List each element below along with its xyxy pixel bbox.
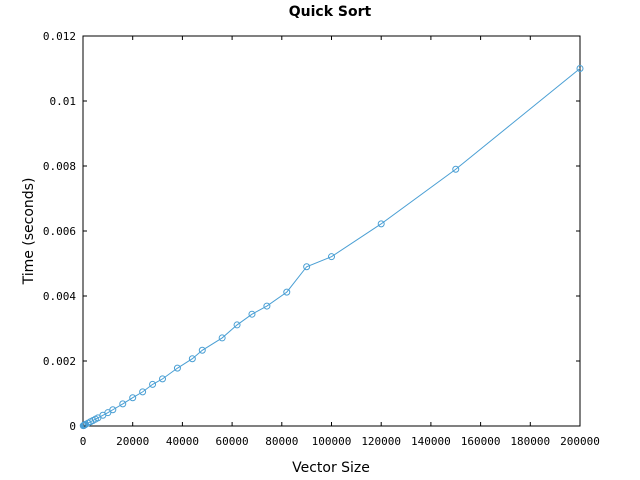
x-tick-label: 120000 (361, 435, 401, 448)
series-line (83, 68, 581, 427)
y-tick-label: 0.006 (43, 225, 76, 238)
x-axis-label: Vector Size (292, 460, 370, 476)
plot-frame (82, 35, 581, 427)
data-point (263, 302, 271, 310)
x-tick-label: 60000 (216, 435, 249, 448)
x-tick-label: 0 (80, 435, 87, 448)
x-tick-label: 80000 (265, 435, 298, 448)
y-axis-label: Time (seconds) (21, 178, 37, 286)
y-tick-label: 0.012 (43, 30, 76, 43)
data-point (129, 394, 137, 402)
data-point (328, 253, 335, 261)
x-tick-label: 160000 (461, 435, 501, 448)
data-point (233, 321, 241, 329)
y-tick-label: 0.01 (50, 95, 77, 108)
data-point (452, 165, 460, 173)
data-point (149, 380, 157, 388)
data-point (303, 263, 311, 271)
series-group (79, 65, 584, 430)
x-tick-label: 40000 (166, 435, 199, 448)
data-point (104, 409, 112, 417)
y-tick-label: 0.008 (43, 160, 76, 173)
data-point (139, 388, 147, 396)
x-tick-label: 100000 (312, 435, 352, 448)
data-point (198, 346, 206, 354)
x-tick-label: 200000 (560, 435, 600, 448)
x-tick-label: 140000 (411, 435, 451, 448)
data-point (248, 310, 256, 318)
chart-title: Quick Sort (289, 4, 372, 20)
data-point (173, 364, 181, 372)
data-point (188, 355, 196, 363)
data-point (109, 406, 117, 414)
data-point (576, 65, 584, 72)
y-tick-label: 0 (69, 420, 76, 433)
data-point (159, 375, 167, 383)
y-tick-label: 0.002 (43, 355, 76, 368)
y-tick-label: 0.004 (43, 290, 76, 303)
data-point (283, 288, 291, 296)
axis-ticks: 0 20000 40000 60000 80000 100000 120000 140000 1… (43, 30, 600, 448)
data-point (119, 400, 127, 408)
data-point (377, 220, 385, 228)
data-point (218, 334, 226, 342)
x-tick-label: 20000 (116, 435, 149, 448)
x-tick-label: 180000 (510, 435, 550, 448)
